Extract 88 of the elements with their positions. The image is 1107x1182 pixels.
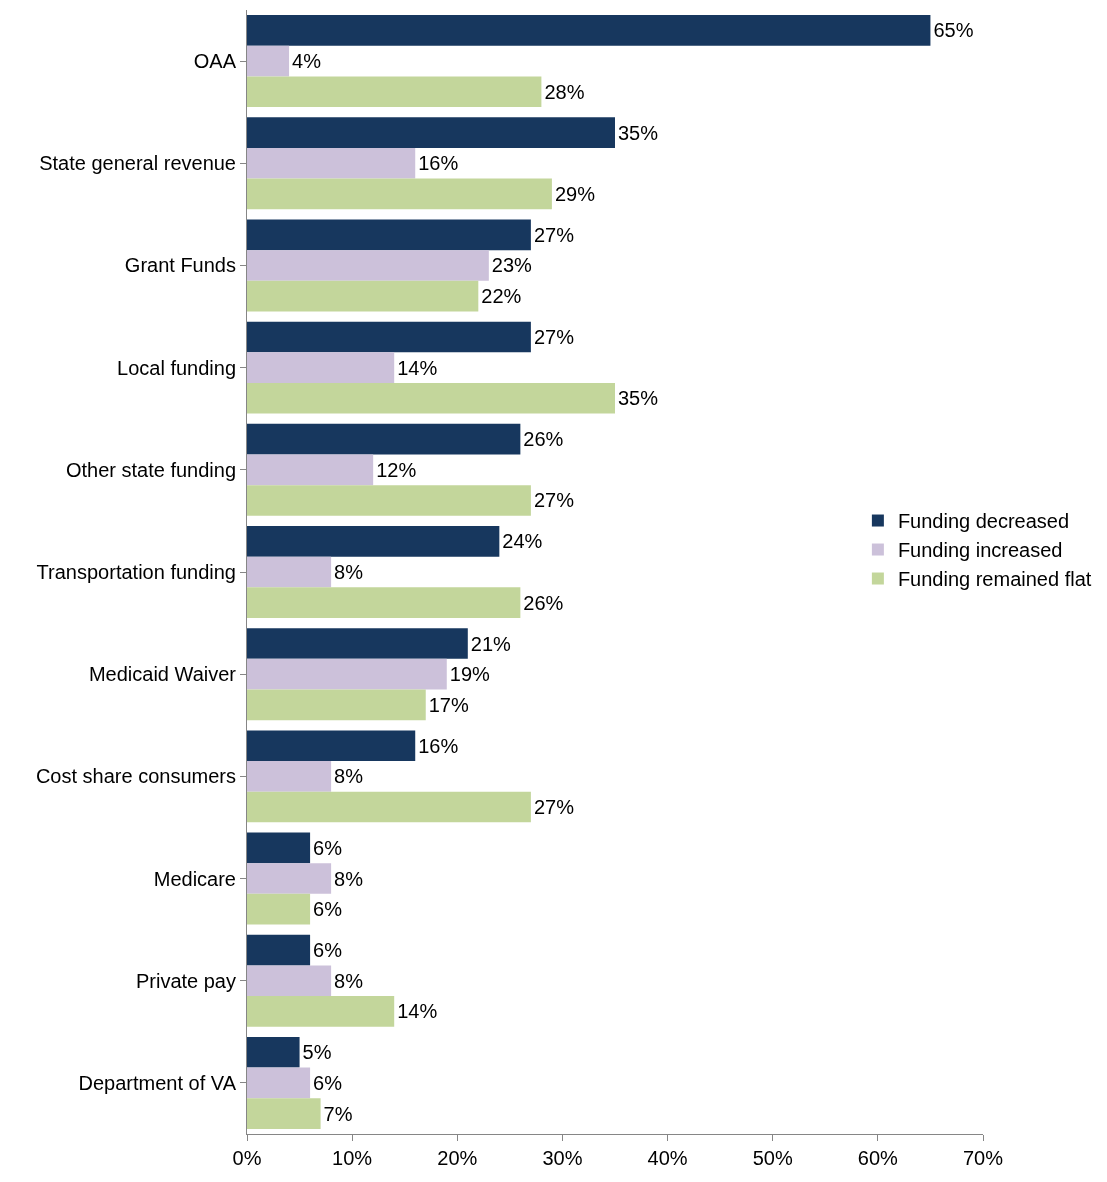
bar	[247, 1036, 300, 1068]
data-label: 6%	[313, 836, 343, 859]
bar	[247, 454, 374, 486]
data-label: 6%	[313, 898, 343, 921]
legend-label: Funding increased	[897, 539, 1063, 562]
data-label: 19%	[449, 663, 491, 686]
data-label: 35%	[618, 387, 659, 410]
bar	[247, 321, 531, 353]
y-tick-label: Department of VA	[78, 1071, 237, 1094]
data-label: 5%	[302, 1041, 332, 1064]
y-tick-label: Medicare	[153, 867, 236, 890]
data-label: 8%	[334, 561, 364, 583]
bar	[247, 730, 416, 762]
bar	[247, 147, 416, 179]
bar	[247, 1098, 321, 1129]
bar	[247, 832, 311, 864]
y-tick-label: Other state funding	[65, 458, 236, 481]
bar	[247, 485, 531, 516]
bar	[247, 250, 489, 281]
x-tick-label: 70%	[962, 1147, 1004, 1169]
y-tick-label: Transportation funding	[36, 561, 236, 583]
bar	[247, 863, 332, 894]
data-label: 23%	[491, 254, 533, 277]
y-tick-label: OAA	[193, 50, 237, 73]
bar	[247, 219, 531, 251]
data-label: 16%	[418, 152, 459, 175]
y-tick-label: Private pay	[135, 969, 236, 992]
data-label: 22%	[481, 285, 522, 308]
bar	[247, 382, 615, 414]
data-label: 8%	[334, 867, 364, 890]
bar	[247, 893, 311, 925]
data-label: 8%	[334, 969, 364, 992]
bar	[247, 352, 395, 383]
data-label: 12%	[376, 458, 417, 481]
data-label: 14%	[397, 356, 438, 379]
bar	[247, 1067, 311, 1099]
legend-label: Funding remained flat	[897, 568, 1092, 591]
bar	[247, 965, 332, 997]
legend-label: Funding decreased	[897, 510, 1070, 533]
x-tick-label: 60%	[857, 1147, 899, 1169]
y-tick-label: Cost share consumers	[35, 765, 236, 788]
data-label: 27%	[533, 796, 575, 819]
data-label: 65%	[933, 19, 974, 42]
data-label: 6%	[313, 939, 343, 962]
data-label: 26%	[523, 591, 564, 614]
y-tick-label: Local funding	[117, 356, 236, 379]
bar	[247, 791, 531, 823]
data-label: 28%	[544, 80, 585, 103]
bar	[247, 45, 290, 77]
data-label: 27%	[533, 325, 575, 348]
bar	[247, 280, 479, 312]
bar	[247, 526, 500, 557]
data-label: 8%	[334, 765, 364, 788]
bar	[247, 628, 468, 659]
bar	[247, 761, 332, 792]
data-label: 16%	[418, 734, 459, 757]
bar	[247, 689, 426, 721]
y-tick-label: Grant Funds	[124, 254, 236, 277]
bar	[247, 423, 521, 455]
bar	[247, 178, 552, 210]
data-label: 26%	[523, 428, 564, 451]
data-label: 4%	[292, 50, 322, 73]
bar	[247, 556, 332, 588]
x-tick-label: 10%	[332, 1147, 373, 1169]
data-label: 14%	[397, 1000, 438, 1023]
bar	[247, 587, 521, 618]
x-tick-label: 0%	[232, 1147, 262, 1169]
x-tick-label: 40%	[647, 1147, 688, 1169]
bar	[247, 76, 542, 108]
data-label: 27%	[533, 223, 575, 246]
x-tick-label: 50%	[752, 1147, 793, 1169]
data-label: 6%	[313, 1071, 343, 1094]
x-tick-label: 30%	[542, 1147, 583, 1169]
data-label: 21%	[470, 632, 512, 655]
data-label: 7%	[323, 1102, 353, 1125]
bar	[247, 934, 311, 966]
bar	[247, 15, 931, 46]
x-tick-label: 20%	[437, 1147, 478, 1169]
y-tick-label: Medicaid Waiver	[88, 663, 237, 686]
data-label: 24%	[502, 530, 543, 553]
data-label: 29%	[554, 182, 596, 205]
data-label: 27%	[533, 489, 575, 512]
y-tick-label: State general revenue	[39, 152, 236, 175]
bar	[247, 658, 447, 690]
bar	[247, 117, 615, 148]
data-label: 35%	[618, 121, 659, 144]
bar	[247, 996, 395, 1027]
data-label: 17%	[428, 693, 469, 716]
